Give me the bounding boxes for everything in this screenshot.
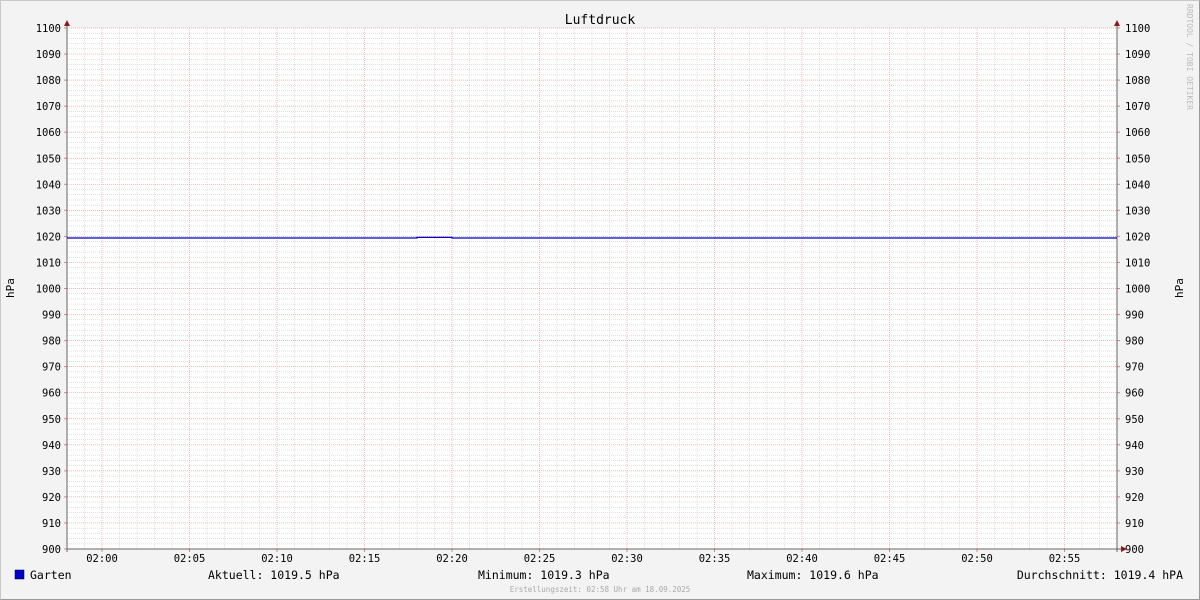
y-tick-label-right: 1060	[1125, 127, 1150, 139]
x-tick-label: 02:35	[699, 553, 731, 565]
y-tick-label-right: 970	[1125, 362, 1144, 374]
legend-label-garten: Garten	[30, 568, 72, 582]
y-tick-label: 920	[42, 492, 61, 504]
chart-title: Luftdruck	[565, 13, 636, 28]
y-tick-label-right: 950	[1125, 414, 1144, 426]
y-tick-label: 940	[42, 440, 61, 452]
y-tick-label-right: 920	[1125, 492, 1144, 504]
y-tick-label: 990	[42, 310, 61, 322]
axes: 900 900 910 910 920 920 930 930 940 940 950 950 960 9…	[36, 20, 1150, 565]
y-axis-label: hPa	[4, 278, 17, 298]
y-tick-label-right: 900	[1125, 544, 1144, 556]
x-tick-label: 02:05	[174, 553, 206, 565]
y-tick-label: 910	[42, 518, 61, 530]
y-tick-label: 900	[42, 544, 61, 556]
y-axis-right-arrow-icon	[1114, 20, 1120, 26]
y-tick-label: 1080	[36, 75, 61, 87]
y-tick-label: 980	[42, 336, 61, 348]
footer-timestamp: Erstellungszeit: 02:58 Uhr am 18.09.2025	[510, 585, 691, 594]
watermark: RRDTOOL / TOBI OETIKER	[1185, 4, 1194, 110]
y-tick-label: 1100	[36, 23, 61, 35]
y-tick-label-right: 1030	[1125, 205, 1150, 217]
y-tick-label: 950	[42, 414, 61, 426]
y-tick-label: 930	[42, 466, 61, 478]
y-tick-label-right: 990	[1125, 310, 1144, 322]
x-tick-label: 02:20	[436, 553, 468, 565]
y-tick-label-right: 1040	[1125, 179, 1150, 191]
series-line-garten	[67, 236, 1117, 239]
x-tick-label: 02:40	[786, 553, 818, 565]
y-tick-label-right: 1050	[1125, 153, 1150, 165]
y-tick-label-right: 930	[1125, 466, 1144, 478]
y-tick-label: 1090	[36, 49, 61, 61]
y-tick-label: 1010	[36, 257, 61, 269]
x-tick-label: 02:30	[611, 553, 643, 565]
y-tick-label-right: 1010	[1125, 257, 1150, 269]
y-tick-label-right: 910	[1125, 518, 1144, 530]
stat-average: Durchschnitt: 1019.4 hPA	[1017, 568, 1183, 582]
x-tick-label: 02:00	[86, 553, 118, 565]
y-tick-label: 1070	[36, 101, 61, 113]
y-tick-label: 1040	[36, 179, 61, 191]
series	[67, 236, 1117, 239]
y-tick-label-right: 1020	[1125, 231, 1150, 243]
y-tick-label-right: 1000	[1125, 284, 1150, 296]
x-tick-label: 02:50	[961, 553, 993, 565]
y-tick-label: 1020	[36, 231, 61, 243]
y-tick-label-right: 1080	[1125, 75, 1150, 87]
y-tick-label-right: 980	[1125, 336, 1144, 348]
x-axis-arrow-icon	[1121, 546, 1127, 552]
y-tick-label: 1030	[36, 205, 61, 217]
y-tick-label-right: 1070	[1125, 101, 1150, 113]
x-tick-label: 02:15	[349, 553, 381, 565]
y-axis-arrow-icon	[64, 20, 70, 26]
y-tick-label: 970	[42, 362, 61, 374]
x-tick-label: 02:45	[874, 553, 906, 565]
y-tick-label-right: 1100	[1125, 23, 1150, 35]
x-tick-label: 02:10	[261, 553, 293, 565]
y-tick-label-right: 960	[1125, 388, 1144, 400]
y-tick-label: 1060	[36, 127, 61, 139]
y-axis-label-right: hPa	[1173, 278, 1186, 298]
x-tick-label: 02:55	[1049, 553, 1081, 565]
y-tick-label: 960	[42, 388, 61, 400]
grid	[67, 27, 1117, 549]
legend-swatch-garten	[14, 569, 25, 580]
y-tick-label: 1050	[36, 153, 61, 165]
stat-current: Aktuell: 1019.5 hPa	[208, 568, 340, 582]
stat-maximum: Maximum: 1019.6 hPa	[747, 568, 879, 582]
y-tick-label-right: 1090	[1125, 49, 1150, 61]
y-tick-label: 1000	[36, 284, 61, 296]
stat-minimum: Minimum: 1019.3 hPa	[478, 568, 610, 582]
y-tick-label-right: 940	[1125, 440, 1144, 452]
x-tick-label: 02:25	[524, 553, 556, 565]
